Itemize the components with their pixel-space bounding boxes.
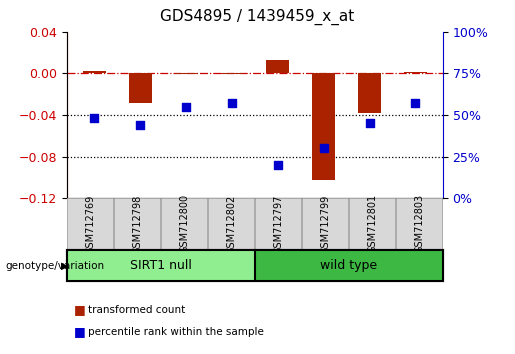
Text: GSM712769: GSM712769	[85, 194, 95, 253]
Text: transformed count: transformed count	[88, 305, 185, 315]
Bar	[67, 198, 113, 250]
Text: GSM712803: GSM712803	[415, 194, 424, 253]
Bar	[209, 198, 254, 250]
Text: SIRT1 null: SIRT1 null	[130, 259, 192, 272]
Text: GDS4895 / 1439459_x_at: GDS4895 / 1439459_x_at	[160, 9, 355, 25]
Text: GSM712797: GSM712797	[273, 194, 283, 253]
Bar	[255, 250, 443, 281]
Bar	[302, 198, 349, 250]
Bar	[312, 74, 335, 179]
Point	[182, 104, 190, 110]
Text: GSM712801: GSM712801	[367, 194, 377, 253]
Bar	[404, 73, 427, 74]
Point	[411, 101, 420, 106]
Point	[90, 115, 98, 121]
Text: percentile rank within the sample: percentile rank within the sample	[88, 327, 264, 337]
Point	[274, 162, 282, 168]
Point	[228, 101, 236, 106]
Text: wild type: wild type	[320, 259, 377, 272]
Text: ■: ■	[74, 325, 85, 338]
Bar	[161, 198, 208, 250]
Text: ■: ■	[74, 303, 85, 316]
Text: genotype/variation: genotype/variation	[5, 261, 104, 271]
Text: GSM712799: GSM712799	[320, 194, 331, 253]
Bar	[67, 250, 255, 281]
Bar	[397, 198, 442, 250]
Point	[136, 122, 144, 128]
Bar	[266, 60, 289, 74]
Bar	[349, 198, 396, 250]
Text: GSM712798: GSM712798	[132, 194, 143, 253]
Text: GSM712800: GSM712800	[179, 194, 190, 253]
Text: GSM712802: GSM712802	[227, 194, 236, 253]
Bar	[255, 198, 301, 250]
Point	[366, 120, 374, 126]
Bar	[129, 74, 152, 103]
Text: ▶: ▶	[61, 261, 69, 271]
Bar	[114, 198, 161, 250]
Bar	[83, 72, 106, 74]
Bar	[358, 74, 381, 113]
Point	[320, 145, 328, 151]
